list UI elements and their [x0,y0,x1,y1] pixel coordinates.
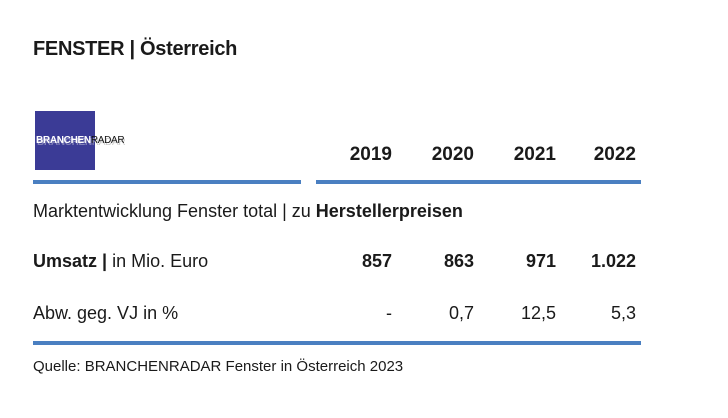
cell: 863 [443,251,474,271]
logo-text: BRANCHENRADAR [36,135,125,146]
cell: 0,7 [448,303,474,323]
rule [316,180,641,184]
source: Quelle: BRANCHENRADAR Fenster in Österre… [33,358,404,375]
row-label: Abw. geg. VJ in % [33,303,178,324]
cell: 971 [525,251,556,271]
column-header: 2020 [431,144,474,165]
row-label-text: Abw. geg. VJ in % [33,303,179,323]
title: FENSTER | Österreich [33,38,238,60]
column-header: 2022 [593,144,636,165]
logo: BRANCHENRADAR [35,111,125,170]
row-unit: in Mio. Euro [107,251,209,271]
rule [33,341,641,345]
cell: 1.022 [590,251,636,271]
rule [33,180,301,184]
subtitle: Marktentwicklung Fenster total | zu Hers… [33,201,463,222]
subtitle-text: Marktentwicklung Fenster total | zu [33,201,316,221]
row-label-text: Umsatz | [33,251,108,271]
cell: 857 [361,251,392,271]
cell: - [386,303,392,323]
cell: 5,3 [610,303,636,323]
column-header: 2021 [513,144,556,165]
column-header: 2019 [349,144,392,165]
logo-part: BRANCHEN [36,135,91,146]
cell: 12,5 [520,303,556,323]
row-label: Umsatz | in Mio. Euro [33,251,208,272]
logo-part: RADAR [90,135,125,146]
subtitle-bold: Herstellerpreisen [315,201,463,221]
